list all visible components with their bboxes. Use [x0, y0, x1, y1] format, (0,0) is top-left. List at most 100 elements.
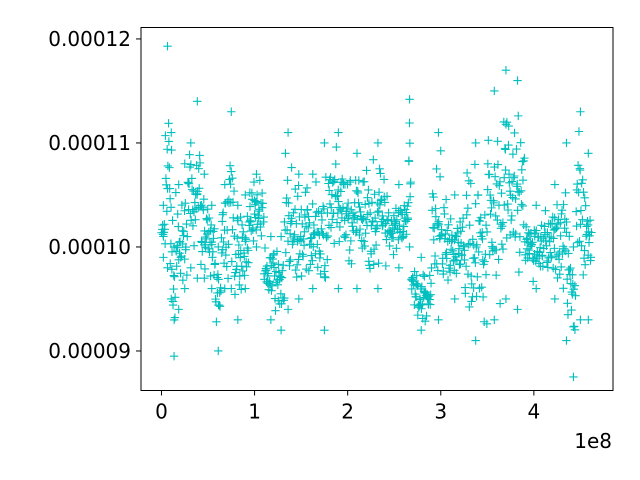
- data-point: [284, 198, 293, 208]
- data-point: [193, 97, 202, 106]
- data-point: [283, 176, 292, 185]
- data-point: [207, 237, 217, 247]
- data-point: [571, 291, 580, 300]
- data-point: [309, 220, 319, 230]
- data-point: [512, 144, 521, 154]
- data-point: [271, 306, 280, 315]
- data-point: [321, 273, 330, 282]
- data-point: [576, 220, 585, 229]
- data-point: [278, 266, 287, 275]
- x-tick-label: 2: [341, 400, 354, 424]
- data-point: [207, 201, 216, 210]
- data-point: [210, 259, 220, 268]
- data-point: [300, 227, 309, 236]
- data-point: [304, 212, 313, 221]
- data-point: [586, 253, 596, 262]
- data-point: [202, 234, 211, 244]
- data-point: [504, 169, 514, 179]
- data-point: [474, 247, 483, 257]
- data-point: [180, 206, 189, 215]
- y-tick-label: 0.00012: [48, 27, 131, 51]
- data-point: [186, 216, 196, 225]
- data-point: [360, 177, 369, 186]
- data-point: [436, 146, 445, 155]
- data-point: [242, 262, 251, 272]
- data-point: [239, 227, 248, 237]
- data-point: [493, 137, 502, 146]
- data-point: [316, 249, 325, 259]
- data-point: [385, 241, 394, 251]
- data-point: [168, 216, 177, 225]
- data-point: [167, 265, 177, 274]
- data-point: [287, 163, 296, 172]
- data-point: [570, 325, 580, 335]
- data-point: [550, 224, 560, 234]
- data-point: [369, 245, 379, 254]
- data-point: [292, 272, 301, 282]
- data-point: [401, 217, 411, 226]
- data-point: [370, 190, 379, 199]
- data-point: [456, 227, 465, 236]
- data-point: [324, 221, 334, 230]
- data-point: [470, 160, 480, 169]
- data-point: [355, 202, 364, 212]
- data-point: [289, 208, 298, 218]
- data-point: [441, 250, 450, 259]
- data-point: [335, 237, 344, 246]
- data-point: [162, 180, 171, 190]
- data-point: [576, 315, 585, 324]
- data-point: [159, 201, 168, 210]
- data-point: [570, 281, 580, 290]
- data-point: [160, 225, 169, 234]
- data-point: [515, 248, 524, 257]
- data-point: [319, 204, 329, 214]
- x-tick-label: 3: [434, 400, 447, 424]
- data-point: [538, 251, 547, 261]
- data-point: [214, 275, 223, 284]
- data-point: [496, 224, 506, 233]
- data-point: [305, 218, 314, 228]
- data-point: [182, 219, 191, 229]
- data-point: [373, 284, 383, 293]
- data-point: [485, 170, 494, 179]
- data-point: [215, 300, 224, 310]
- data-point: [413, 310, 422, 320]
- data-point: [577, 241, 586, 250]
- data-point: [454, 244, 464, 253]
- data-point: [559, 284, 568, 293]
- data-point: [191, 215, 200, 224]
- data-point: [460, 246, 469, 255]
- data-point: [503, 205, 513, 215]
- data-point: [348, 222, 357, 231]
- data-point: [237, 220, 247, 230]
- data-point: [482, 227, 492, 237]
- data-point: [501, 294, 511, 304]
- data-point: [554, 255, 564, 264]
- data-point: [355, 230, 364, 240]
- data-point: [546, 219, 555, 229]
- data-point: [283, 305, 293, 314]
- data-point: [287, 217, 297, 226]
- data-point: [359, 237, 369, 246]
- data-point: [197, 201, 206, 210]
- data-point: [573, 179, 582, 189]
- data-point: [235, 280, 244, 290]
- data-point: [246, 216, 255, 226]
- data-point: [171, 188, 181, 197]
- data-point: [269, 250, 278, 260]
- data-point: [373, 138, 383, 148]
- data-point: [434, 315, 443, 324]
- data-point: [250, 209, 259, 219]
- data-point: [403, 213, 412, 223]
- data-point: [266, 279, 275, 289]
- x-axis-ticks: 0 1 2 3 4: [155, 390, 540, 424]
- data-point: [177, 200, 187, 210]
- data-point: [498, 218, 508, 227]
- data-point: [260, 243, 270, 253]
- data-point: [518, 201, 528, 211]
- data-point: [257, 188, 267, 198]
- data-point: [285, 261, 294, 270]
- data-point: [353, 188, 363, 198]
- data-point: [369, 260, 378, 269]
